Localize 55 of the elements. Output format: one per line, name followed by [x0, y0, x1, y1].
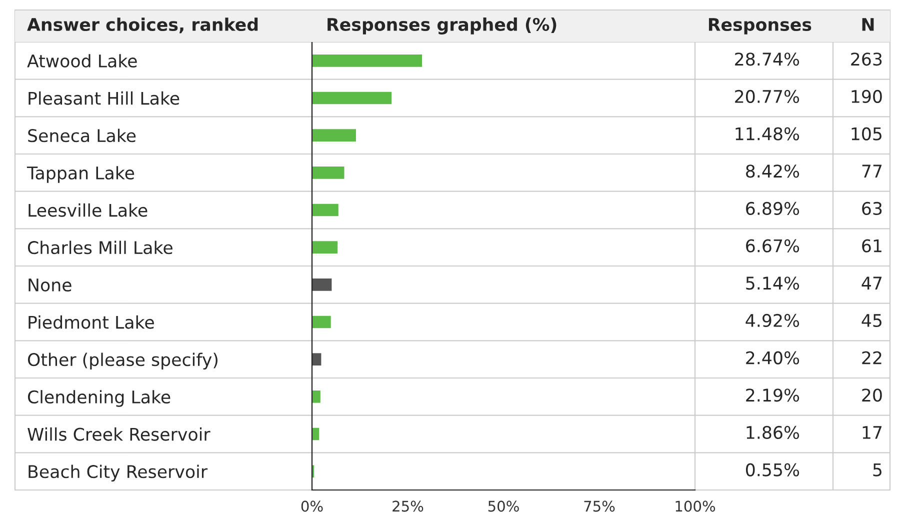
- bar: [312, 390, 320, 403]
- text: 63: [862, 202, 882, 216]
- data-label: 6.89%: [746, 202, 800, 216]
- text: Responses: [708, 18, 812, 34]
- y-tick-label: Beach City Reservoir: [28, 464, 208, 482]
- data-label: 6.67%: [746, 239, 800, 252]
- bar: [312, 241, 338, 254]
- data-label: 5.14%: [746, 276, 800, 290]
- bar: [312, 278, 332, 291]
- y-axis-title: Answer choices, ranked: [27, 18, 258, 34]
- text: 5: [873, 463, 882, 476]
- data-label: 4.92%: [746, 314, 800, 328]
- bar: [312, 129, 356, 142]
- text: 61: [862, 239, 882, 252]
- x-tick-label: 100%: [676, 500, 716, 512]
- data-label: 2.40%: [746, 351, 800, 364]
- text: N: [862, 18, 874, 31]
- y-tick-label: Wills Creek Reservoir: [28, 427, 210, 441]
- y-tick-label: Charles Mill Lake: [28, 240, 172, 254]
- x-tick-label: 0%: [301, 500, 323, 512]
- data-label: 20.77%: [735, 90, 800, 104]
- y-tick-label: Pleasant Hill Lake: [28, 91, 180, 105]
- y-tick-label: Tappan Lake: [26, 166, 134, 183]
- text: 105: [852, 127, 882, 140]
- y-tick-label: Clendening Lake: [28, 390, 170, 407]
- x-tick-label: 50%: [488, 500, 519, 512]
- y-tick-label: Atwood Lake: [27, 54, 137, 68]
- bar: [312, 204, 338, 216]
- bar: [312, 166, 344, 179]
- text: 190: [852, 90, 882, 104]
- chart-title: Responses graphed (%): [328, 18, 556, 34]
- bar: [312, 92, 392, 104]
- text: 77: [862, 164, 882, 178]
- y-tick-label: Seneca Lake: [28, 128, 136, 142]
- x-tick-label: 25%: [392, 500, 424, 512]
- data-label: 2.19%: [746, 388, 800, 402]
- bar: [312, 316, 331, 328]
- bar: [312, 54, 422, 67]
- text: 263: [851, 52, 882, 66]
- y-tick-label: Other (please specify): [28, 352, 218, 370]
- bar: [312, 353, 322, 366]
- text: 20: [862, 388, 882, 402]
- x-tick-label: 75%: [584, 500, 615, 512]
- data-label: 8.42%: [746, 164, 800, 178]
- y-tick-label: Leesville Lake: [28, 203, 148, 217]
- y-tick-label: None: [28, 278, 72, 292]
- y-tick-label: Piedmont Lake: [28, 315, 154, 329]
- data-label: 1.86%: [746, 426, 800, 440]
- text: 22: [862, 351, 882, 364]
- data-label: 0.55%: [746, 463, 800, 476]
- data-label: 11.48%: [736, 127, 800, 140]
- text: 17: [862, 426, 882, 439]
- text: 45: [862, 314, 882, 328]
- text: 47: [862, 276, 882, 290]
- data-label: 28.74%: [735, 52, 800, 66]
